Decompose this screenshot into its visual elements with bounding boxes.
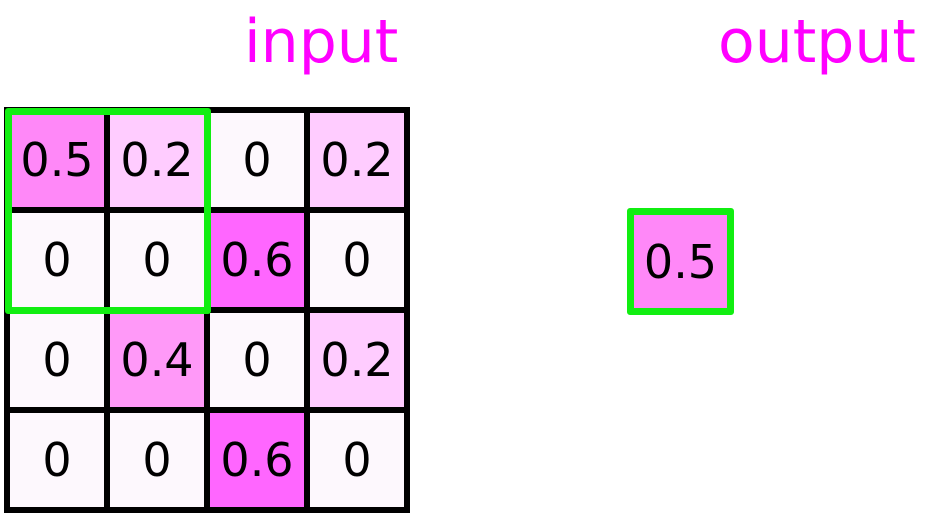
input-cell: 0.2 (110, 113, 204, 207)
output-cell: 0.5 (627, 208, 734, 315)
input-cell: 0.5 (10, 113, 104, 207)
pooling-window (5, 108, 211, 314)
input-cell: 0.6 (210, 213, 304, 307)
output-value: 0.5 (643, 234, 718, 289)
input-cell: 0 (210, 113, 304, 207)
input-cell: 0 (310, 213, 404, 307)
input-cell: 0.4 (110, 313, 204, 407)
input-cell: 0.2 (310, 113, 404, 207)
input-cell: 0 (110, 413, 204, 507)
input-cell: 0.2 (310, 313, 404, 407)
input-cell: 0 (110, 213, 204, 307)
input-cell: 0 (310, 413, 404, 507)
output-label: output (718, 7, 916, 77)
input-cell: 0.6 (210, 413, 304, 507)
input-label: input (244, 7, 399, 77)
input-cell: 0 (10, 313, 104, 407)
input-cell: 0 (10, 213, 104, 307)
input-cell: 0 (10, 413, 104, 507)
input-cell: 0 (210, 313, 304, 407)
